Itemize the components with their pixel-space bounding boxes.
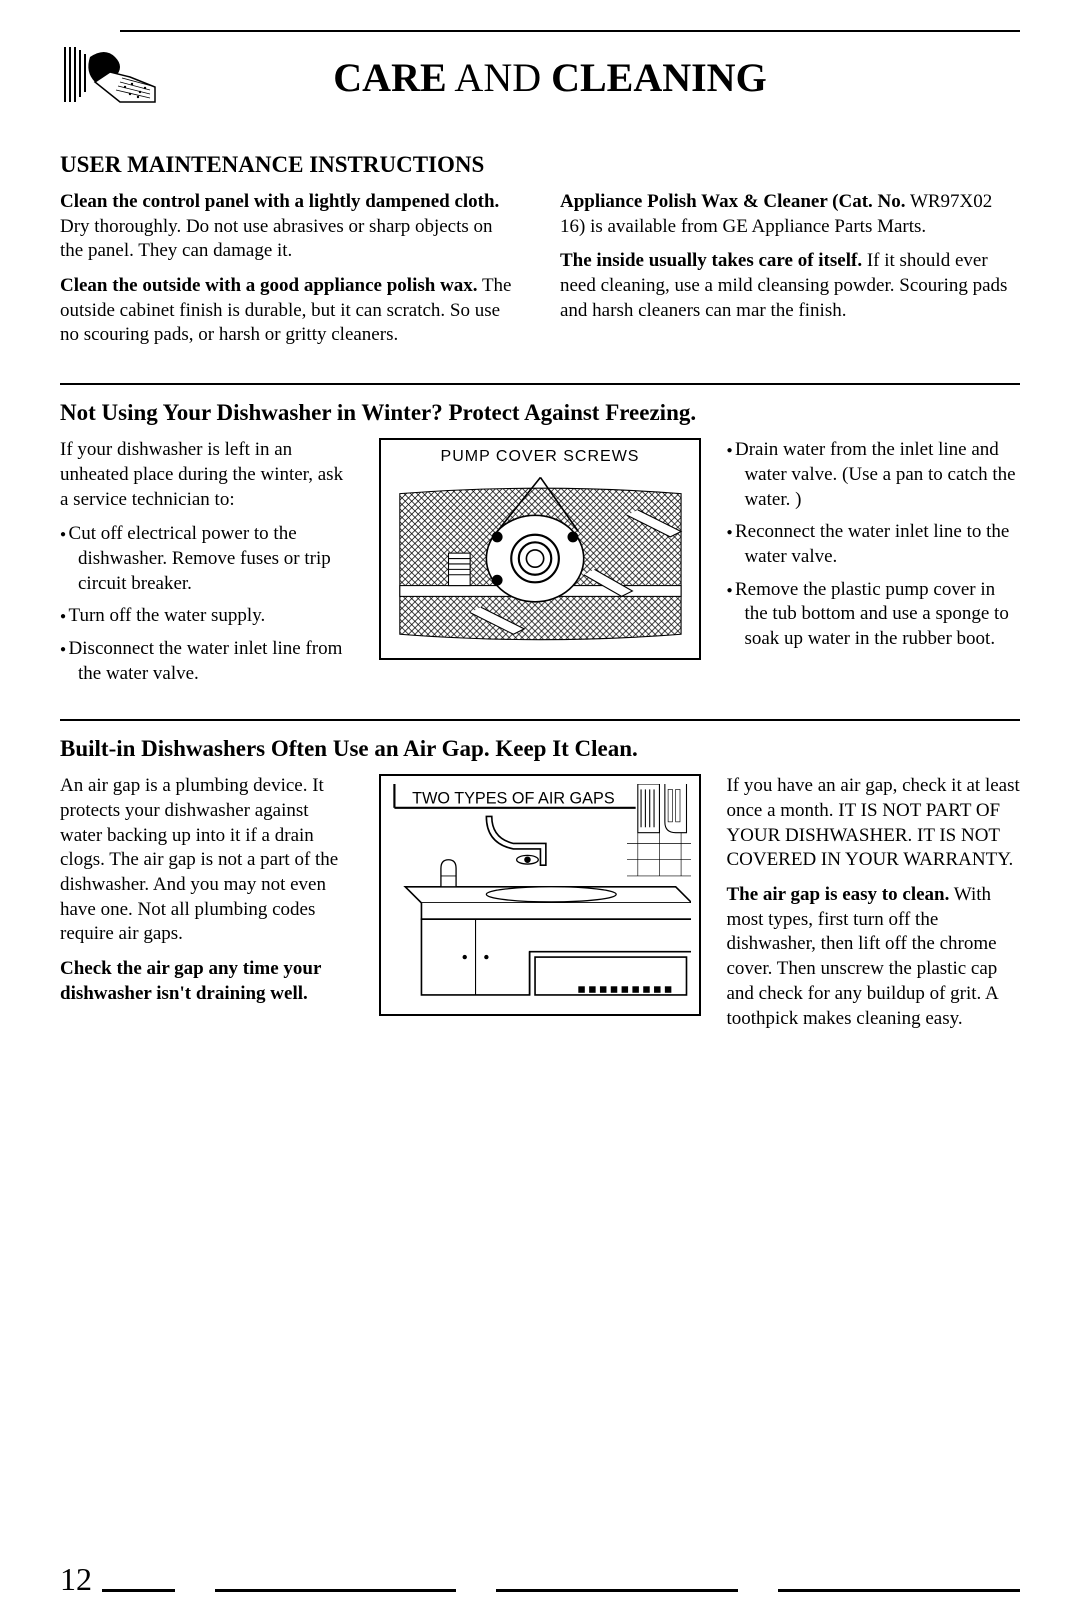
paragraph: Clean the outside with a good appliance … xyxy=(60,274,520,348)
paragraph: Clean the control panel with a lightly d… xyxy=(60,190,520,264)
paragraph: An air gap is a plumbing device. It prot… xyxy=(60,774,354,947)
section-heading-airgap: Built-in Dishwashers Often Use an Air Ga… xyxy=(60,736,1020,762)
diagram-label-text: TWO TYPES OF AIR GAPS xyxy=(412,790,615,808)
maintenance-columns: Clean the control panel with a lightly d… xyxy=(60,190,1020,358)
page-header: CARE AND CLEANING xyxy=(60,42,1020,112)
main-title: CARE AND CLEANING xyxy=(180,54,1020,101)
paragraph: If your dishwasher is left in an unheate… xyxy=(60,438,354,512)
section-heading-maintenance: USER MAINTENANCE INSTRUCTIONS xyxy=(60,152,1020,178)
paragraph: The air gap is easy to clean. With most … xyxy=(726,883,1020,1031)
list-item: Drain water from the inlet line and wate… xyxy=(726,438,1020,512)
list-item: Disconnect the water inlet line from the… xyxy=(60,637,354,686)
list-item: Cut off electrical power to the dishwash… xyxy=(60,522,354,596)
section-heading-winter: Not Using Your Dishwasher in Winter? Pro… xyxy=(60,400,1020,426)
airgap-diagram: TWO TYPES OF AIR GAPS xyxy=(379,774,702,1015)
list-item: Remove the plastic pump cover in the tub… xyxy=(726,578,1020,652)
list-item: Turn off the water supply. xyxy=(60,604,354,629)
bullet-list: Drain water from the inlet line and wate… xyxy=(726,438,1020,652)
list-item: Reconnect the water inlet line to the wa… xyxy=(726,520,1020,569)
divider xyxy=(60,383,1020,385)
page-number: 12 xyxy=(60,1561,92,1598)
paragraph: The inside usually takes care of itself.… xyxy=(560,249,1020,323)
pump-diagram: PUMP COVER SCREWS xyxy=(379,438,702,660)
winter-columns: If your dishwasher is left in an unheate… xyxy=(60,438,1020,694)
care-icon xyxy=(60,42,160,112)
paragraph: Check the air gap any time your dishwash… xyxy=(60,957,354,1006)
paragraph: Appliance Polish Wax & Cleaner (Cat. No.… xyxy=(560,190,1020,239)
diagram-label: PUMP COVER SCREWS xyxy=(389,448,692,466)
divider xyxy=(60,719,1020,721)
airgap-columns: An air gap is a plumbing device. It prot… xyxy=(60,774,1020,1041)
paragraph: If you have an air gap, check it at leas… xyxy=(726,774,1020,873)
bullet-list: Cut off electrical power to the dishwash… xyxy=(60,522,354,686)
page-footer: 12 xyxy=(60,1561,1020,1598)
